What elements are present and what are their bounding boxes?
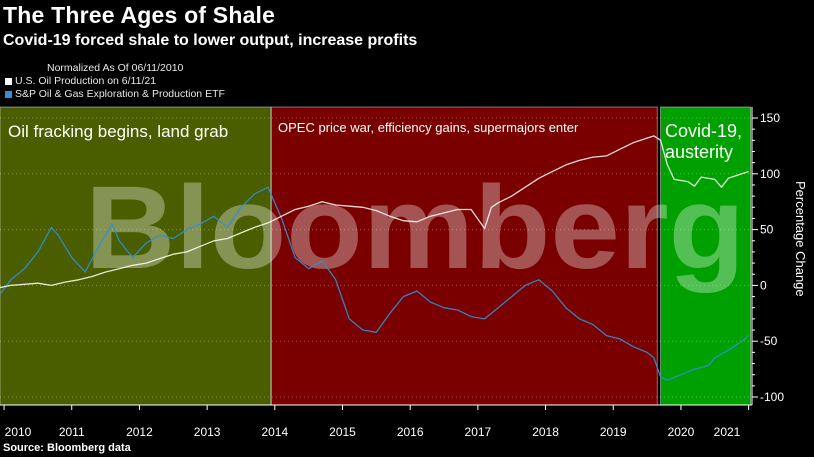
era-label: Oil fracking begins, land grab	[8, 122, 228, 141]
legend-label-etf: S&P Oil & Gas Exploration & Production E…	[15, 88, 225, 100]
legend-item: U.S. Oil Production on 6/11/21	[5, 75, 225, 88]
grid	[0, 117, 752, 398]
era-label: OPEC price war, efficiency gains, superm…	[278, 120, 579, 135]
x-tick-label: 2011	[59, 425, 85, 439]
legend-item: S&P Oil & Gas Exploration & Production E…	[5, 88, 225, 101]
y-tick-label: 0	[760, 278, 767, 292]
y-tick-label: -100	[760, 390, 784, 404]
legend-label-production: U.S. Oil Production on 6/11/21	[15, 75, 157, 87]
x-tick-label: 2012	[126, 425, 153, 439]
x-tick-label: 2019	[600, 425, 627, 439]
era-label: Covid-19, austerity	[665, 121, 742, 162]
series-line-production	[0, 135, 749, 289]
source-note: Source: Bloomberg data	[3, 442, 131, 454]
era-band	[0, 106, 272, 406]
y-axis: -100 -50 0 50 100 150	[751, 107, 784, 405]
x-tick-label: 2021	[714, 425, 741, 439]
x-tick-label: 2014	[261, 425, 288, 439]
legend-swatch-production	[5, 78, 12, 85]
series-lines	[0, 135, 750, 381]
chart-title: The Three Ages of Shale	[3, 2, 276, 28]
normalization-note: Normalized As Of 06/11/2010	[47, 62, 184, 74]
x-tick-label: 2017	[465, 425, 492, 439]
x-tick-label: 2013	[194, 425, 221, 439]
y-axis-label: Percentage Change	[793, 181, 808, 297]
y-tick-label: -50	[760, 334, 778, 348]
legend: Normalized As Of 06/11/2010 U.S. Oil Pro…	[5, 62, 225, 101]
x-tick-label: 2016	[397, 425, 424, 439]
bloomberg-watermark: Bloomberg	[85, 162, 745, 294]
y-tick-label: 150	[760, 111, 780, 125]
chart-subtitle: Covid-19 forced shale to lower output, i…	[3, 32, 418, 49]
y-tick-label: 50	[760, 223, 774, 237]
x-tick-label: 2015	[329, 425, 356, 439]
legend-swatch-etf	[5, 91, 12, 98]
series-line-etf	[0, 186, 750, 381]
y-tick-label: 100	[760, 167, 780, 181]
x-tick-label: 2020	[668, 425, 695, 439]
x-tick-label: 2010	[5, 425, 32, 439]
era-labels: Oil fracking begins, land grab OPEC price…	[8, 120, 742, 162]
x-axis: 2010 2011 2012 2013 2014 2015 2016 2017 2018 2019…	[0, 404, 752, 439]
x-tick-label: 2018	[532, 425, 559, 439]
